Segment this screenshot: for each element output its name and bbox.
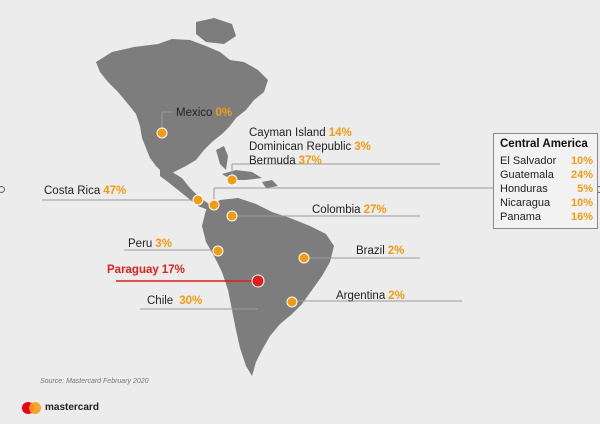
marker-bermuda[interactable] <box>226 174 238 186</box>
marker-costa-rica[interactable] <box>192 194 204 206</box>
label-dominican-name: Dominican Republic <box>249 141 352 153</box>
label-costa-rica-pct: 47% <box>103 185 127 197</box>
marker-paraguay[interactable] <box>251 274 265 288</box>
ca-row-el-salvador: El Salvador 10% <box>500 155 593 168</box>
northern-landmass <box>196 18 236 44</box>
label-brazil-pct: 2% <box>387 245 405 257</box>
central-america-title: Central America <box>500 138 588 150</box>
label-colombia-pct: 27% <box>363 204 387 216</box>
mastercard-wordmark: mastercard <box>45 402 99 413</box>
label-paraguay: Paraguay 17% <box>107 264 185 277</box>
label-chile-name: Chile <box>147 295 174 307</box>
ca-row-pct: 16% <box>570 211 593 223</box>
label-chile: Chile 30% <box>147 295 202 308</box>
ca-row-name: Honduras <box>500 183 548 195</box>
ca-row-honduras: Honduras 5% <box>500 183 593 196</box>
label-dominican: Dominican Republic 3% <box>249 141 371 154</box>
label-bermuda-name: Bermuda <box>249 155 296 167</box>
label-chile-pct: 30% <box>179 295 203 307</box>
label-bermuda-pct: 37% <box>298 155 322 167</box>
marker-mexico[interactable] <box>156 127 168 139</box>
label-peru-pct: 3% <box>155 238 172 250</box>
ca-row-guatemala: Guatemala 24% <box>500 169 593 182</box>
ca-row-name: Panama <box>500 211 541 223</box>
label-mexico-name: Mexico <box>176 107 213 119</box>
label-cayman-name: Cayman Island <box>249 127 326 139</box>
ca-row-name: Nicaragua <box>500 197 551 209</box>
label-dominican-pct: 3% <box>354 141 371 153</box>
label-colombia: Colombia 27% <box>312 204 387 217</box>
label-brazil: Brazil 2% <box>356 245 404 258</box>
label-argentina-pct: 2% <box>388 290 405 302</box>
marker-central-america[interactable] <box>208 199 220 211</box>
label-argentina-name: Argentina <box>336 290 386 302</box>
central-america-landmass <box>160 168 212 210</box>
label-peru-name: Peru <box>128 238 153 250</box>
mastercard-yellow-circle-icon <box>29 402 41 414</box>
left-edge-dot <box>0 186 5 193</box>
florida-landmass <box>216 146 228 170</box>
hispaniola-landmass <box>262 180 278 188</box>
ca-row-pct: 10% <box>570 197 593 209</box>
label-costa-rica: Costa Rica 47% <box>44 185 126 198</box>
label-cayman: Cayman Island 14% <box>249 127 352 140</box>
north-america-landmass <box>96 39 268 174</box>
ca-row-name: Guatemala <box>500 169 554 181</box>
label-costa-rica-name: Costa Rica <box>44 185 101 197</box>
ca-row-name: El Salvador <box>500 155 557 167</box>
south-america-landmass <box>202 198 334 376</box>
ca-row-pct: 10% <box>570 155 593 167</box>
ca-row-pct: 24% <box>570 169 593 181</box>
source-note: Source: Mastercard February 2020 <box>40 378 149 385</box>
leader-lines <box>42 111 493 310</box>
ca-row-pct: 5% <box>577 183 593 195</box>
label-paraguay-name: Paraguay <box>107 264 159 276</box>
label-peru: Peru 3% <box>128 238 172 251</box>
marker-colombia[interactable] <box>226 210 238 222</box>
label-argentina: Argentina 2% <box>336 290 405 303</box>
label-colombia-name: Colombia <box>312 204 361 216</box>
marker-brazil[interactable] <box>298 252 310 264</box>
label-brazil-name: Brazil <box>356 245 385 257</box>
central-america-box <box>493 133 598 229</box>
label-mexico-pct: 0% <box>215 107 233 119</box>
marker-argentina[interactable] <box>286 296 298 308</box>
label-mexico: Mexico 0% <box>176 107 232 120</box>
label-cayman-pct: 14% <box>328 127 352 139</box>
ca-row-nicaragua: Nicaragua 10% <box>500 197 593 210</box>
label-paraguay-pct: 17% <box>161 264 185 276</box>
ca-row-panama: Panama 16% <box>500 211 593 224</box>
label-bermuda: Bermuda 37% <box>249 155 322 168</box>
marker-peru[interactable] <box>212 245 224 257</box>
